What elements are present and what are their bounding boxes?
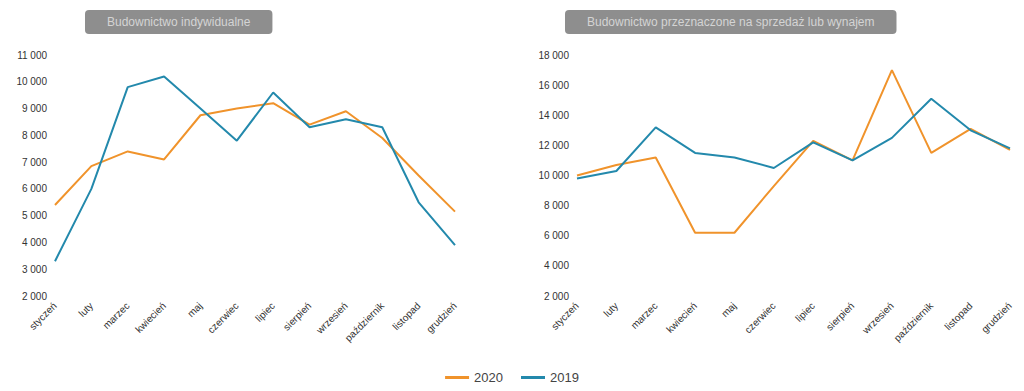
svg-text:luty: luty [76, 300, 95, 319]
svg-text:6 000: 6 000 [22, 183, 47, 194]
svg-text:listopad: listopad [942, 300, 974, 332]
svg-text:grudzień: grudzień [424, 300, 459, 335]
svg-text:marzec: marzec [629, 300, 660, 331]
svg-text:4 000: 4 000 [22, 237, 47, 248]
svg-text:4 000: 4 000 [544, 260, 569, 271]
svg-text:sierpień: sierpień [281, 300, 314, 333]
svg-text:kwiecień: kwiecień [664, 300, 699, 335]
svg-text:lipiec: lipiec [793, 300, 817, 324]
svg-text:12 000: 12 000 [538, 140, 569, 151]
svg-text:14 000: 14 000 [538, 110, 569, 121]
svg-text:sierpień: sierpień [824, 300, 857, 333]
svg-text:2 000: 2 000 [22, 291, 47, 302]
svg-text:listopad: listopad [390, 300, 422, 332]
svg-text:2019: 2019 [550, 370, 579, 385]
svg-text:maj: maj [719, 300, 738, 319]
svg-text:luty: luty [601, 300, 620, 319]
svg-text:11 000: 11 000 [17, 50, 47, 61]
svg-text:18 000: 18 000 [538, 50, 569, 61]
svg-text:grudzień: grudzień [979, 300, 1014, 335]
svg-text:8 000: 8 000 [544, 200, 569, 211]
svg-text:3 000: 3 000 [22, 264, 47, 275]
svg-text:Budownictwo przeznaczone na sp: Budownictwo przeznaczone na sprzedaż lub… [587, 15, 875, 29]
svg-text:maj: maj [185, 300, 204, 319]
svg-text:16 000: 16 000 [538, 80, 569, 91]
svg-text:5 000: 5 000 [22, 210, 47, 221]
svg-text:10 000: 10 000 [16, 76, 47, 87]
svg-text:wrzesień: wrzesień [859, 300, 895, 336]
svg-text:czerwiec: czerwiec [205, 300, 240, 335]
svg-text:lipiec: lipiec [253, 300, 277, 324]
svg-text:październik: październik [343, 300, 386, 343]
svg-text:9 000: 9 000 [22, 103, 47, 114]
svg-text:8 000: 8 000 [22, 130, 47, 141]
svg-text:2 000: 2 000 [544, 291, 569, 302]
svg-text:6 000: 6 000 [544, 230, 569, 241]
svg-text:styczeń: styczeń [549, 300, 581, 332]
svg-text:październik: październik [892, 300, 935, 343]
svg-text:2020: 2020 [474, 370, 503, 385]
svg-text:Budownictwo indywidualne: Budownictwo indywidualne [107, 15, 251, 29]
svg-text:czerwiec: czerwiec [742, 300, 777, 335]
svg-text:7 000: 7 000 [22, 157, 47, 168]
svg-text:styczeń: styczeń [27, 300, 59, 332]
svg-text:kwiecień: kwiecień [133, 300, 168, 335]
svg-text:marzec: marzec [101, 300, 132, 331]
svg-text:10 000: 10 000 [538, 170, 569, 181]
svg-text:wrzesień: wrzesień [313, 300, 349, 336]
